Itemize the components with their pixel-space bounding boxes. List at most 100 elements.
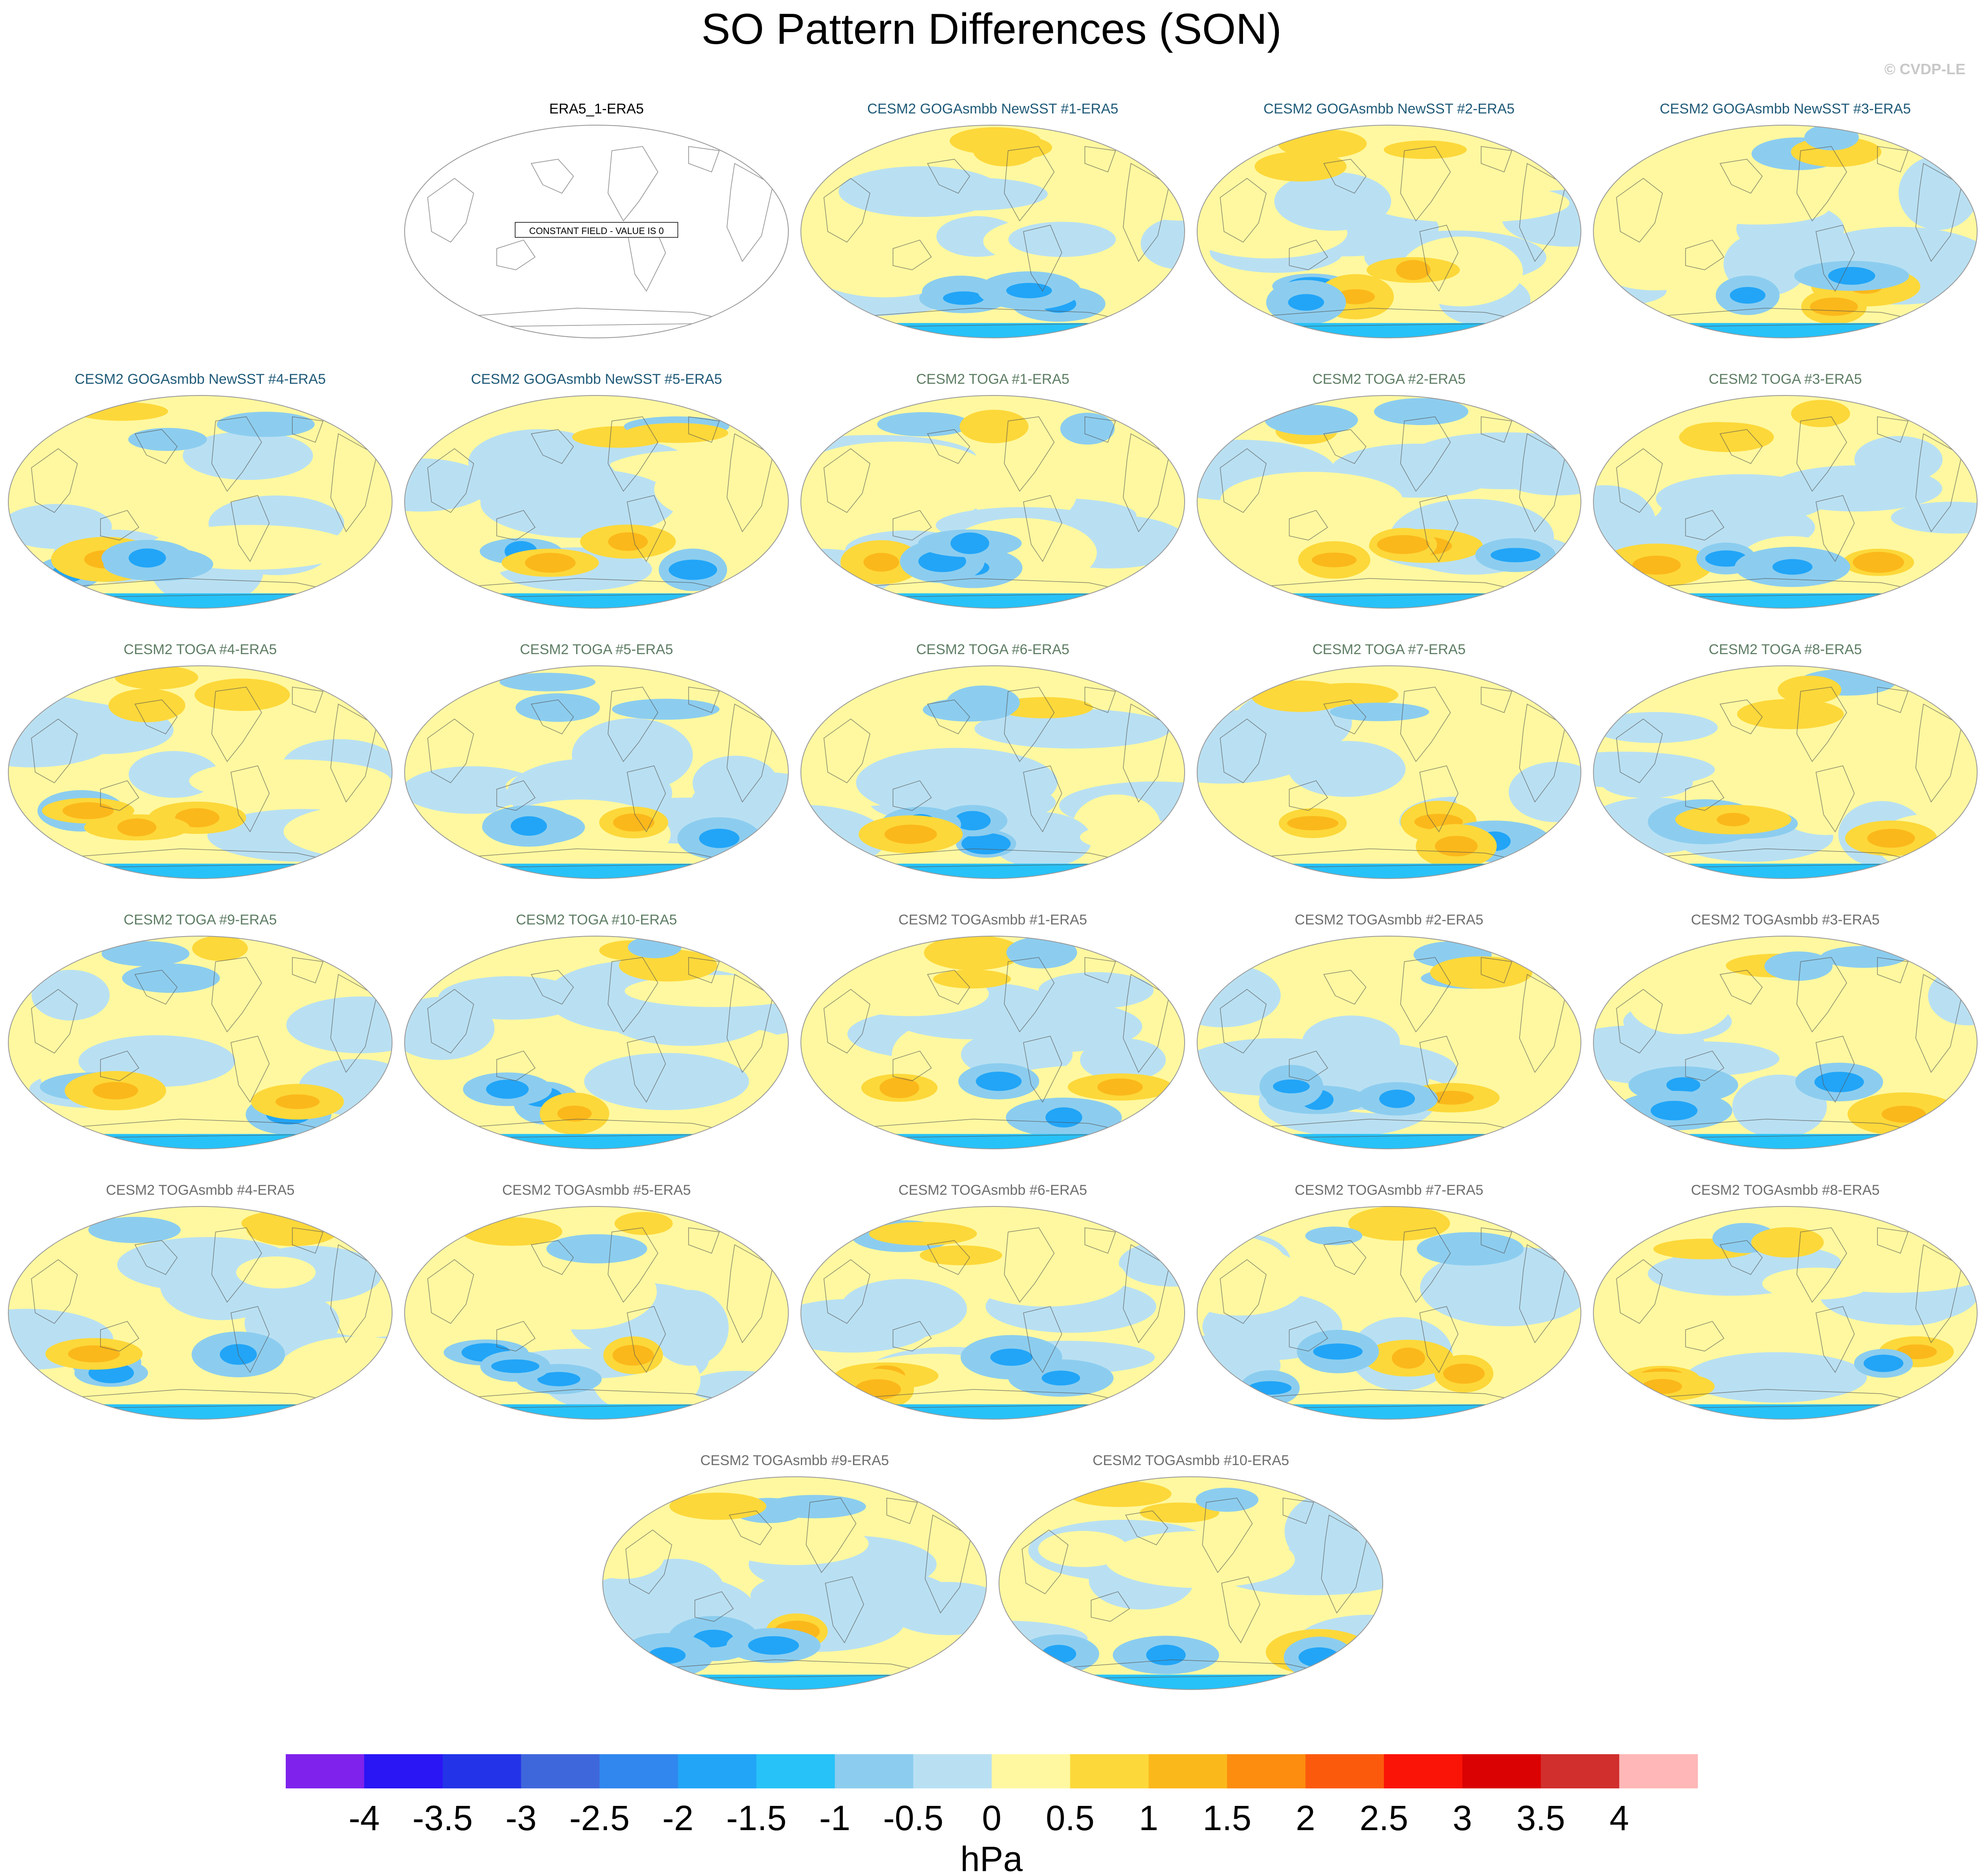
map-field [405,395,788,608]
panel-title: CESM2 TOGAsmbb #1-ERA5 [898,912,1087,928]
map-field [1197,395,1581,608]
colorbar-tick-label: 3 [1452,1798,1472,1838]
panel-title: CESM2 TOGAsmbb #6-ERA5 [898,1182,1087,1198]
map-outline [800,936,1185,1149]
colorbar-swatch [1384,1754,1463,1788]
panel-title: CESM2 GOGAsmbb NewSST #1-ERA5 [867,101,1118,117]
map-outline [800,125,1185,338]
panel-title: CESM2 TOGA #5-ERA5 [520,642,673,657]
watermark: © CVDP-LE [1884,60,1965,78]
constant-field-label: CONSTANT FIELD - VALUE IS 0 [529,226,664,236]
panel-title: CESM2 TOGA #2-ERA5 [1312,371,1465,387]
map-field [405,1206,788,1419]
colorbar-swatch [1540,1754,1620,1788]
map-outline [404,936,789,1149]
colorbar-swatch [286,1754,365,1788]
colorbar-swatch [835,1754,913,1788]
map-outline [800,665,1185,879]
map-outline [8,1206,393,1420]
colorbar-tick-label: -1.5 [726,1798,787,1838]
colorbar-tick-label: -4 [349,1798,380,1838]
map-outline [404,1206,789,1420]
map-outline [1593,395,1978,609]
colorbar-swatch [992,1754,1071,1788]
map-panel: CESM2 TOGAsmbb #6-ERA5 [800,1182,1185,1420]
panel-grid: ERA5_1-ERA5 CONSTANT FIELD - VALUE IS 0 CE… [8,101,1978,1690]
colorbar-swatch [678,1754,757,1788]
map-outline [1593,936,1978,1149]
colorbar-swatch [756,1754,835,1788]
map-panel: CESM2 GOGAsmbb NewSST #4-ERA5 [8,371,393,609]
map-panel: ERA5_1-ERA5 CONSTANT FIELD - VALUE IS 0 [404,101,789,338]
map-panel: CESM2 TOGA #8-ERA5 [1593,642,1978,879]
map-field [8,1206,392,1419]
colorbar-swatch [1070,1754,1149,1788]
map-field [8,395,392,608]
panel-title: CESM2 TOGA #3-ERA5 [1709,371,1862,387]
colorbar-tick-label: 3.5 [1516,1798,1565,1838]
map-outline [1197,1206,1581,1420]
panel-title: CESM2 GOGAsmbb NewSST #2-ERA5 [1263,101,1515,117]
map-outline [404,395,789,609]
colorbar-tick-label: -0.5 [883,1798,944,1838]
colorbar-tick-label: 0 [982,1798,1002,1838]
colorbar-units: hPa [960,1839,1023,1876]
map-panel: CESM2 TOGAsmbb #4-ERA5 [8,1182,393,1420]
panel-title: CESM2 TOGAsmbb #10-ERA5 [1092,1453,1289,1468]
panel-title: CESM2 TOGAsmbb #7-ERA5 [1295,1182,1483,1198]
colorbar-tick-label: 0.5 [1046,1798,1095,1838]
map-panel: CESM2 TOGA #9-ERA5 [8,912,393,1149]
map-panel: CESM2 GOGAsmbb NewSST #2-ERA5 [1197,101,1581,338]
map-panel: CESM2 TOGAsmbb #5-ERA5 [404,1182,789,1420]
map-field [999,1477,1383,1690]
map-field [405,936,788,1149]
map-panel: CESM2 TOGA #1-ERA5 [800,371,1185,609]
map-panel: CESM2 TOGAsmbb #1-ERA5 [800,912,1185,1149]
map-outline [1593,1206,1978,1420]
colorbar-tick-label: -3 [506,1798,537,1838]
colorbar-swatch [521,1754,600,1788]
map-field [1593,936,1977,1149]
map-outline [1197,125,1581,338]
map-outline [800,1206,1185,1420]
map-field [1593,125,1977,338]
map-panel: CESM2 TOGA #5-ERA5 [404,642,789,879]
map-panel: CESM2 TOGA #6-ERA5 [800,642,1185,879]
map-outline [602,1476,987,1690]
figure-title: SO Pattern Differences (SON) [702,5,1282,53]
map-outline [1197,395,1581,609]
panel-title: CESM2 TOGA #7-ERA5 [1312,642,1465,657]
colorbar-swatch [1462,1754,1541,1788]
panel-title: CESM2 TOGA #1-ERA5 [916,371,1069,387]
panel-title: CESM2 TOGA #10-ERA5 [516,912,677,928]
panel-title: CESM2 TOGAsmbb #5-ERA5 [502,1182,691,1198]
panel-title: CESM2 TOGAsmbb #8-ERA5 [1691,1182,1880,1198]
map-field [801,1206,1185,1419]
map-field [1197,936,1581,1149]
map-outline [8,395,393,609]
colorbar-tick-label: 1.5 [1203,1798,1251,1838]
panel-title: ERA5_1-ERA5 [549,101,644,117]
colorbar-tick-label: 1 [1139,1798,1158,1838]
map-field [801,666,1185,879]
map-outline [8,936,393,1149]
map-outline [8,665,393,879]
map-field [1197,125,1581,338]
map-field [1593,666,1977,879]
map-field [603,1477,986,1690]
colorbar-swatch [443,1754,521,1788]
map-panel: CESM2 TOGA #7-ERA5 [1197,642,1581,879]
map-outline [1593,665,1978,879]
panel-title: CESM2 TOGA #6-ERA5 [916,642,1069,657]
map-field [405,666,788,879]
map-panel: CESM2 TOGA #10-ERA5 [404,912,789,1149]
map-field [1593,395,1977,608]
map-panel: CESM2 TOGAsmbb #3-ERA5 [1593,912,1978,1149]
map-panel: CESM2 TOGA #2-ERA5 [1197,371,1581,609]
colorbar-swatch [1148,1754,1228,1788]
colorbar-tick-label: -3.5 [413,1798,473,1838]
panel-title: CESM2 GOGAsmbb NewSST #3-ERA5 [1660,101,1911,117]
map-panel: CESM2 TOGAsmbb #10-ERA5 [999,1453,1383,1690]
panel-title: CESM2 TOGAsmbb #2-ERA5 [1295,912,1483,928]
map-outline [404,665,789,879]
